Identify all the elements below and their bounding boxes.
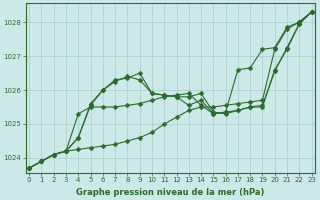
X-axis label: Graphe pression niveau de la mer (hPa): Graphe pression niveau de la mer (hPa) [76,188,265,197]
